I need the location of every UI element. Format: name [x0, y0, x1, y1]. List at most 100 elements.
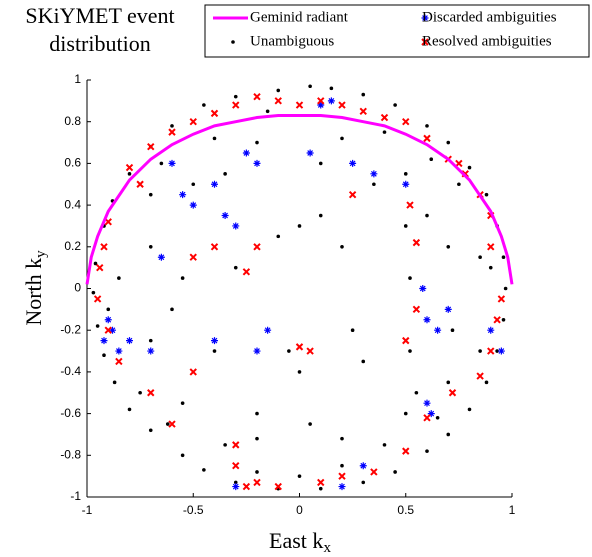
point — [168, 128, 176, 136]
point — [210, 109, 219, 118]
point — [127, 407, 132, 412]
point — [189, 253, 197, 261]
point — [223, 443, 227, 447]
legend-swatch — [231, 40, 235, 44]
point — [255, 470, 259, 474]
point — [423, 399, 431, 407]
point — [361, 359, 366, 364]
point — [170, 307, 174, 312]
point — [274, 97, 282, 105]
point — [253, 347, 261, 355]
point — [478, 255, 482, 260]
point — [501, 255, 506, 260]
point — [297, 474, 302, 478]
point — [412, 305, 421, 314]
point — [102, 353, 106, 358]
point — [127, 172, 132, 176]
point — [403, 172, 408, 176]
chart-title: SKiYMET event — [25, 3, 174, 28]
point — [402, 117, 410, 126]
point — [93, 261, 98, 266]
point — [253, 92, 261, 101]
y-axis-label-main: North k — [21, 258, 46, 326]
point — [242, 149, 250, 157]
point — [402, 180, 410, 188]
point — [484, 192, 489, 197]
y-tick-label: 0.8 — [64, 114, 81, 128]
point — [212, 136, 217, 141]
point — [393, 470, 397, 474]
point — [202, 468, 206, 472]
point — [448, 389, 457, 397]
point — [408, 349, 412, 353]
y-tick-label: -0.8 — [60, 447, 81, 461]
point — [338, 472, 346, 480]
point — [276, 234, 281, 239]
point — [189, 117, 197, 126]
y-tick-label: 0.2 — [64, 239, 81, 253]
point — [232, 222, 240, 230]
point — [467, 407, 472, 412]
point — [361, 480, 366, 485]
x-tick-label: -0.5 — [183, 503, 204, 517]
point — [202, 103, 206, 107]
point — [495, 349, 499, 353]
point — [106, 307, 111, 312]
point — [126, 337, 133, 345]
point — [211, 337, 218, 345]
point — [179, 191, 187, 199]
point — [255, 436, 259, 441]
point — [159, 161, 164, 166]
point — [232, 441, 240, 449]
point — [253, 243, 261, 251]
point — [232, 101, 240, 109]
point — [327, 97, 335, 105]
point — [487, 347, 495, 355]
point — [138, 390, 142, 395]
point — [148, 338, 153, 343]
point — [168, 159, 176, 167]
point — [100, 337, 108, 345]
point — [91, 290, 96, 295]
point — [403, 411, 408, 416]
point — [380, 113, 389, 122]
point — [414, 390, 419, 395]
point — [318, 213, 323, 218]
point — [100, 243, 108, 251]
point — [457, 182, 461, 187]
point — [446, 140, 451, 145]
point — [348, 190, 357, 199]
point — [233, 265, 238, 270]
point — [487, 326, 495, 334]
point — [242, 482, 251, 491]
point — [95, 324, 100, 328]
point — [147, 347, 155, 355]
point — [359, 107, 367, 115]
point — [210, 243, 219, 251]
point — [493, 316, 501, 324]
legend-label: Resolved ambiguities — [422, 33, 552, 49]
point — [221, 212, 229, 220]
point — [148, 192, 153, 197]
point — [423, 414, 431, 422]
point — [338, 101, 346, 109]
point — [318, 161, 323, 166]
point — [265, 109, 270, 114]
point — [295, 343, 304, 351]
x-axis-label-main: East k — [269, 528, 323, 553]
point — [189, 368, 197, 376]
point — [180, 401, 185, 405]
point — [165, 422, 170, 426]
point — [308, 84, 312, 89]
point — [306, 347, 314, 355]
point — [382, 443, 387, 447]
point — [412, 238, 421, 247]
point — [274, 482, 282, 491]
x-tick-label: 0.5 — [397, 503, 414, 517]
point — [253, 478, 261, 487]
point — [503, 286, 508, 291]
point — [427, 410, 435, 418]
point — [242, 268, 251, 276]
legend-label: Geminid radiant — [250, 9, 349, 25]
